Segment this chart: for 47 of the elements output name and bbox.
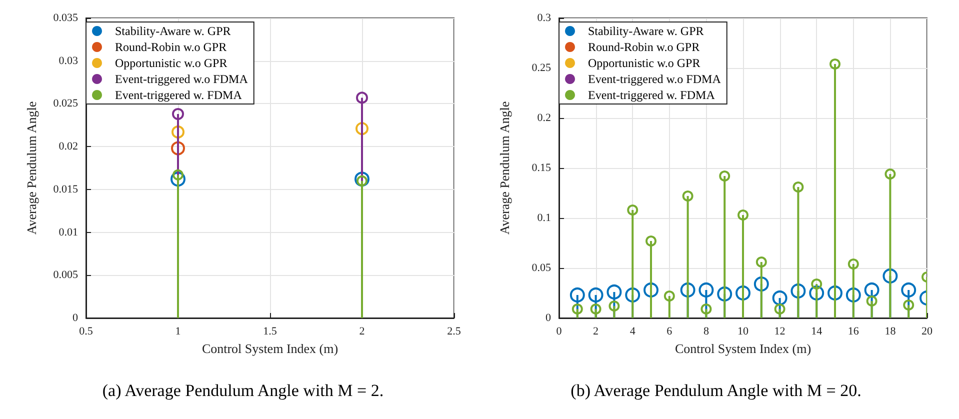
y-tick-label: 0.15 xyxy=(532,162,552,174)
y-tick-label: 0.01 xyxy=(58,226,78,238)
y-tick-label: 0.02 xyxy=(58,140,78,153)
y-tick-label: 0.015 xyxy=(53,183,78,196)
legend-label: Round-Robin w.o GPR xyxy=(115,40,227,54)
legend-label: Opportunistic w.o GPR xyxy=(115,56,228,70)
y-tick-label: 0.1 xyxy=(537,212,551,224)
x-tick-label: 14 xyxy=(811,326,823,338)
x-tick-label: 1 xyxy=(175,326,181,338)
x-tick-label: 0.5 xyxy=(79,326,94,338)
x-tick-label: 2 xyxy=(359,326,365,338)
legend-label: Event-triggered w. FDMA xyxy=(588,88,716,102)
x-axis-title: Control System Index (m) xyxy=(674,341,812,356)
x-tick-label: 18 xyxy=(884,326,896,338)
legend-label: Stability-Aware w. GPR xyxy=(588,24,704,38)
legend-label: Event-triggered w.o FDMA xyxy=(115,72,248,86)
y-tick-label: 0.2 xyxy=(537,112,551,124)
y-tick-label: 0.005 xyxy=(53,269,78,282)
x-tick-label: 20 xyxy=(922,326,933,338)
x-tick-label: 1.5 xyxy=(263,326,278,338)
y-tick-label: 0.05 xyxy=(532,262,552,274)
x-tick-label: 2.5 xyxy=(447,326,462,338)
x-tick-label: 6 xyxy=(666,326,673,338)
x-axis-title: Control System Index (m) xyxy=(202,341,338,356)
legend-label: Stability-Aware w. GPR xyxy=(115,24,231,38)
y-tick-label: 0 xyxy=(546,312,552,324)
y-tick-label: 0 xyxy=(72,312,78,324)
y-tick-label: 0.03 xyxy=(58,54,78,67)
x-tick-label: 0 xyxy=(556,326,562,338)
y-tick-label: 0.035 xyxy=(53,12,78,24)
y-axis-title: Average Pendulum Angle xyxy=(497,101,512,235)
legend-label: Round-Robin w.o GPR xyxy=(588,40,700,54)
x-tick-label: 16 xyxy=(848,326,860,338)
y-axis-title: Average Pendulum Angle xyxy=(24,101,39,235)
x-tick-label: 8 xyxy=(703,326,710,338)
legend-label: Event-triggered w. FDMA xyxy=(115,88,242,102)
y-tick-label: 0.3 xyxy=(537,12,552,24)
x-tick-label: 4 xyxy=(630,326,636,338)
legend-label: Opportunistic w.o GPR xyxy=(588,56,700,70)
text: (b) Average Pendulum Angle with M = 20. xyxy=(570,381,862,400)
y-tick-label: 0.25 xyxy=(532,62,552,74)
x-tick-label: 10 xyxy=(738,326,749,338)
y-tick-label: 0.025 xyxy=(53,98,78,110)
x-tick-label: 12 xyxy=(774,326,786,338)
x-tick-label: 2 xyxy=(593,326,599,338)
text: (a) Average Pendulum Angle with M = 2. xyxy=(102,381,384,400)
legend-label: Event-triggered w.o FDMA xyxy=(588,72,722,86)
